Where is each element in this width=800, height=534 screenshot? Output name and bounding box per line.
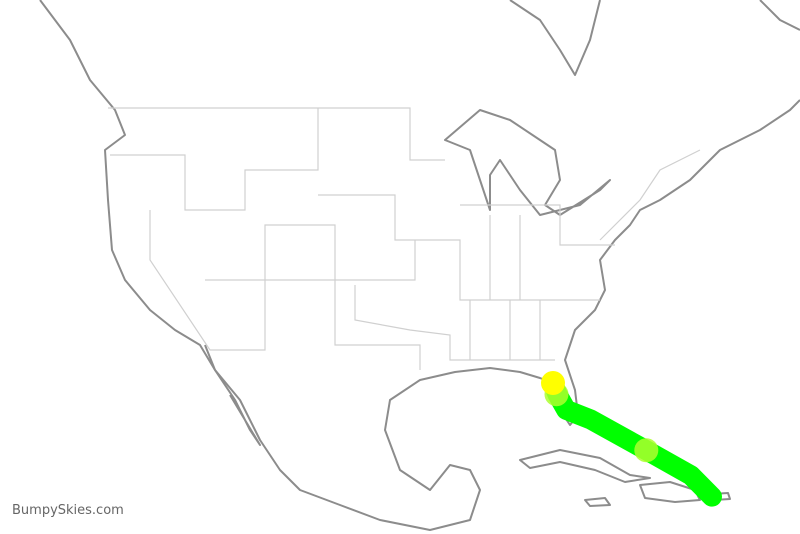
hispaniola-outline: [639, 481, 701, 503]
state-borders: [108, 107, 701, 370]
watermark: BumpySkies.com: [12, 503, 124, 518]
origin-marker[interactable]: [541, 371, 565, 395]
cuba-outline: [519, 449, 651, 483]
north-america-coastline: [39, 0, 800, 531]
flight-route: [543, 373, 723, 507]
newfoundland-outline: [759, 0, 800, 31]
great-lakes-outline: [444, 109, 611, 216]
baja-coastline: [204, 344, 261, 446]
route-marker[interactable]: [634, 438, 659, 463]
hudson-bay-coastline: [509, 0, 601, 76]
jamaica-outline: [584, 497, 611, 507]
